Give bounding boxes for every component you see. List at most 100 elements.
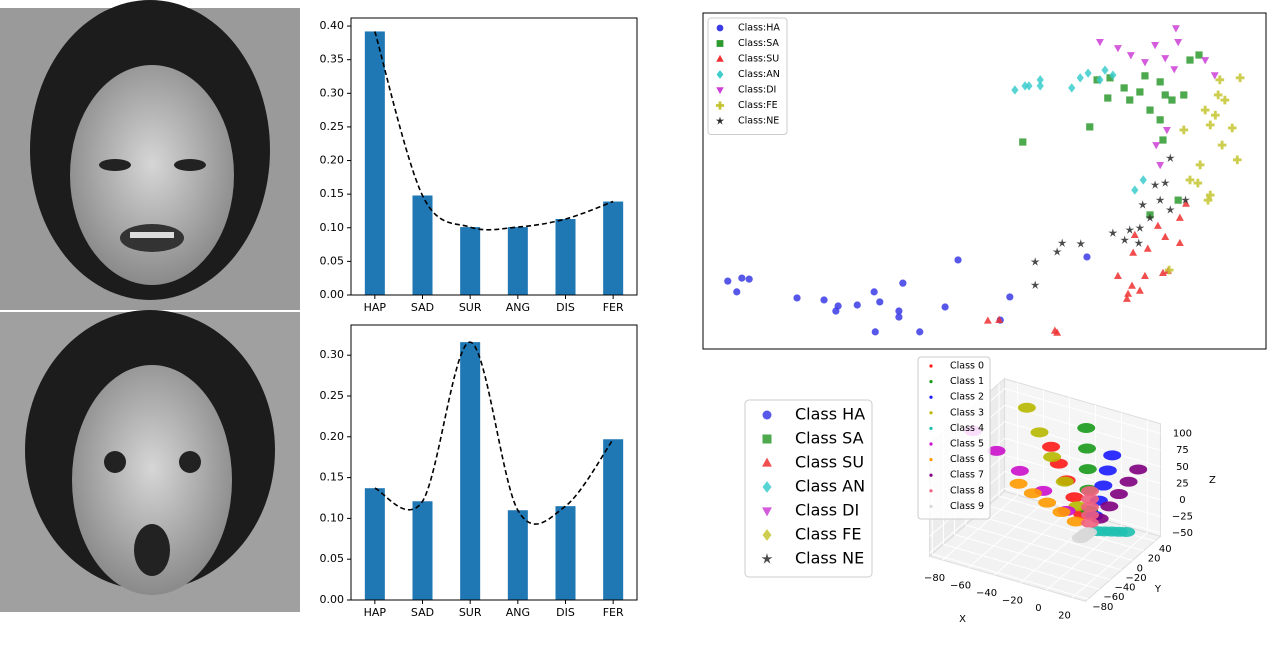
x-tick-label: −40 [976,588,997,599]
point [1120,235,1130,244]
point [895,307,903,315]
point [1086,123,1094,131]
legend-label: Class AN [795,477,865,496]
point [1124,289,1133,297]
point [1043,451,1062,462]
legend-marker [716,54,724,62]
x-tick-label: SUR [459,301,482,314]
point [1232,155,1242,165]
point [1057,238,1067,247]
y-tick-label: −20 [1126,573,1147,584]
legend-marker [715,101,725,110]
x-tick-label: FER [603,606,624,619]
legend-marker [716,24,724,32]
y-tick-label: 0.10 [320,221,345,234]
bar [603,439,624,600]
x-tick-label: SUR [459,606,482,619]
legend-label: Class DI [795,501,859,520]
point [1076,239,1086,248]
legend-marker [929,442,933,446]
legend-label: Class:SU [738,54,779,65]
y-tick-label: 0.05 [320,552,345,565]
point [1078,464,1097,475]
point [1081,486,1100,497]
y-tick-label: 0.40 [320,19,345,32]
grid-line [994,397,1071,576]
legend-marker [929,380,933,384]
point [1071,533,1090,544]
z-tick-label: 0 [1179,495,1185,506]
legend-label: Class 4 [950,423,984,434]
point [1083,253,1091,261]
point [1109,70,1117,80]
point [895,313,903,321]
point [1146,106,1154,114]
y-tick-label: 0.20 [320,154,345,167]
legend-marker [762,507,772,517]
grid-line [1072,419,1148,598]
point [1104,94,1112,102]
legend-marker [762,457,772,467]
legend-marker [929,426,933,430]
photo-happy [0,0,300,310]
point [1155,195,1165,204]
bar [555,219,576,295]
point [1081,502,1100,513]
point [1109,489,1128,500]
y-tick-label: 0.10 [320,511,345,524]
legend-label: Class 5 [950,439,984,450]
point [1126,96,1134,104]
legend-label: Class:FE [738,100,778,111]
x-tick-label: −80 [924,573,945,584]
point [1171,25,1180,33]
x-tick-label: 0 [1035,603,1041,614]
point [1175,213,1184,221]
point [1156,116,1164,124]
legend-label: Class SU [795,453,864,472]
legend-marker [761,553,773,564]
legend-label: Class NE [795,549,864,568]
point [1156,161,1165,170]
point [1200,105,1210,115]
point [793,294,801,302]
legend-label: Class 1 [950,376,984,387]
point [1081,494,1100,505]
y-tick-label: 0.15 [320,471,345,484]
legend-box [707,17,788,135]
point [1135,286,1144,294]
point [1081,509,1100,520]
point [1143,244,1152,252]
legend-marker [716,87,724,95]
point [1211,110,1220,120]
point [899,279,907,287]
point [1038,497,1057,508]
point [1181,195,1190,204]
point [1021,81,1029,91]
x-tick-label: ANG [506,606,530,619]
y-tick-label: 0.25 [320,389,345,402]
point [1025,81,1033,91]
point [1186,56,1194,64]
axes-frame [350,324,638,601]
point [1136,88,1144,96]
point [1030,427,1049,438]
point [1161,91,1169,99]
point [1130,230,1139,238]
point [983,316,992,324]
point [1164,265,1174,275]
point [1036,81,1044,91]
point [1161,232,1170,240]
point [916,328,924,336]
point [1235,73,1245,83]
y-axis-label: Y [1154,584,1162,595]
point [1182,199,1191,207]
point [1165,205,1175,214]
bar [507,227,528,295]
point [1165,153,1175,162]
point [1066,516,1085,527]
point [1103,450,1122,461]
point [1117,527,1136,538]
legend-marker [715,116,725,125]
